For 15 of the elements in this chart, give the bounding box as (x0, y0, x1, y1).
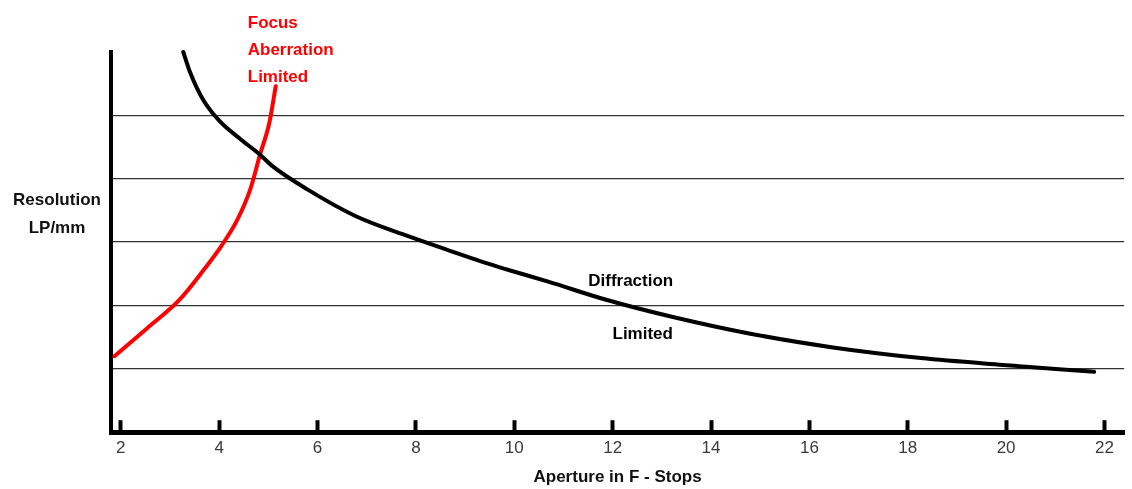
x-tick-label: 10 (504, 438, 524, 458)
x-tick-label: 16 (799, 438, 819, 458)
x-tick-label: 6 (312, 438, 323, 458)
text: Diffraction Limited (588, 271, 674, 344)
series-label: Focus Aberration Limited (247, 13, 334, 87)
x-tick-label: 2 (116, 438, 126, 458)
x-tick-label: 4 (214, 438, 224, 458)
y-axis-title: Resolution LP/mm (12, 189, 102, 239)
x-tick-label: 14 (701, 438, 721, 458)
x-tick-label: 12 (603, 438, 623, 458)
x-axis-title: Aperture in F - Stops (533, 467, 702, 487)
x-tick-label: 20 (996, 438, 1016, 458)
x-tick-label: 18 (898, 438, 918, 458)
x-tick-label: 8 (411, 438, 421, 458)
x-tick-label: 22 (1095, 438, 1114, 458)
